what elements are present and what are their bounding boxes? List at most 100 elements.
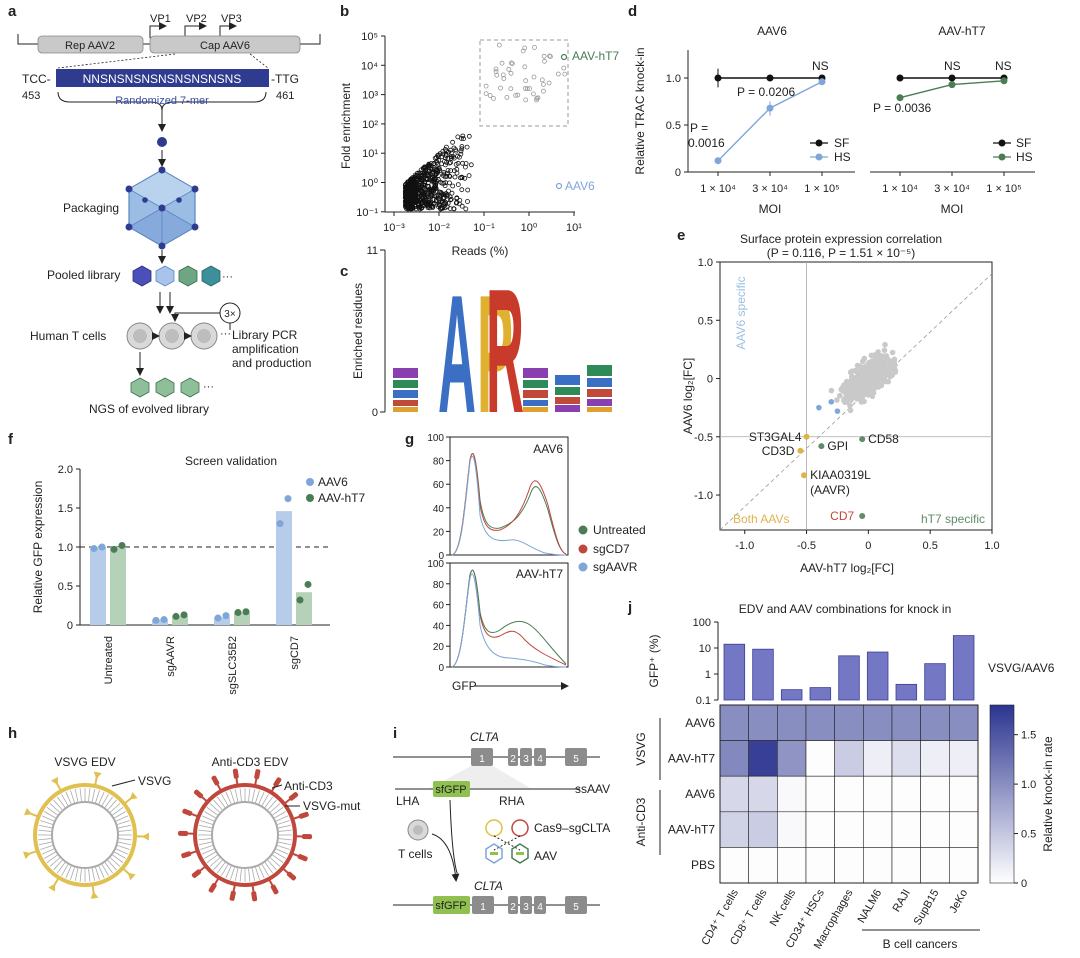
j-row-label: AAV-hT7 xyxy=(668,823,715,837)
j-heat-cell xyxy=(949,847,979,884)
e-aav6-point xyxy=(834,408,841,414)
e-point xyxy=(858,364,864,370)
e-xtick-label: 1.0 xyxy=(984,540,999,552)
e-gene-label: CD58 xyxy=(868,432,899,446)
b-xtick-label: 10⁻¹ xyxy=(473,222,495,234)
b-point xyxy=(422,192,427,198)
edv-lipid xyxy=(109,803,121,813)
edv-lipid xyxy=(198,838,212,841)
edv-core xyxy=(51,801,119,869)
edv-lipid xyxy=(264,796,273,808)
panel-f: f Screen validation 2.0 1.5 1.0 0.5 0 Untrea… xyxy=(8,431,365,695)
e-gene-label: ST3GAL4 xyxy=(749,430,802,444)
i-exon-1b: 1 xyxy=(480,902,486,913)
e-point xyxy=(862,372,868,379)
b-enriched-point xyxy=(539,77,545,83)
g-bottom-curves xyxy=(451,569,567,668)
d-y-ticks: 1.0 0.5 0 xyxy=(666,73,688,179)
j-heat-cell xyxy=(834,811,864,848)
c-ytop: 11 xyxy=(367,245,378,257)
j-heat-cell xyxy=(834,704,864,741)
b-point xyxy=(463,161,469,166)
edv-spike-head xyxy=(288,792,299,801)
edv-lipid xyxy=(57,796,66,808)
edv-lipid xyxy=(209,857,221,867)
edv-lipid xyxy=(255,790,260,803)
d-legend-hs-2: HS xyxy=(1016,150,1033,164)
b-enriched-point xyxy=(483,91,489,96)
j-heat-cell xyxy=(834,847,864,884)
d-point xyxy=(766,74,774,82)
panel-d: d AAV6 AAV-hT7 1.00.50 1 × 10⁴ 3 × 10⁴ 1 ×… xyxy=(628,3,1035,216)
d-ytick-label: 0.5 xyxy=(666,120,681,132)
b-point xyxy=(422,173,428,179)
b-point xyxy=(441,180,447,186)
b-point xyxy=(459,187,465,193)
b-point xyxy=(441,171,447,177)
b-point xyxy=(415,187,421,192)
j-heat-cell xyxy=(949,704,979,741)
j-heat-cell xyxy=(920,811,950,848)
edv-spike-head xyxy=(297,854,308,862)
b-point xyxy=(429,187,435,193)
b-point xyxy=(417,178,423,184)
c-letter-a: A xyxy=(438,260,476,448)
d-xlabel-right: MOI xyxy=(941,202,964,216)
evolved-ellipsis: ··· xyxy=(203,381,214,393)
b-ytick-label: 10¹ xyxy=(362,148,378,160)
d-p2a: P = xyxy=(690,121,708,135)
panel-letter-g: g xyxy=(405,431,414,448)
i-exons-top xyxy=(471,748,587,766)
edv-lipid xyxy=(114,811,126,819)
edv-lipid xyxy=(79,868,82,882)
edv-lipid xyxy=(201,848,215,855)
b-highlight-box xyxy=(479,39,569,127)
d-point xyxy=(948,81,956,89)
j-heat-cell xyxy=(920,740,950,777)
e-point-cloud xyxy=(816,341,899,414)
b-point xyxy=(408,190,413,196)
edv-lipid xyxy=(230,790,235,803)
edv-lipid xyxy=(79,788,82,802)
edv-lipid xyxy=(88,868,91,882)
j-heat-cell xyxy=(863,740,893,777)
e-point xyxy=(855,376,861,383)
b-enriched-point xyxy=(491,96,496,101)
edv-lipid xyxy=(213,799,223,811)
e-gene-label-aavr: (AAVR) xyxy=(810,483,850,497)
b-xlabel: Reads (%) xyxy=(452,244,509,258)
b-point xyxy=(448,197,453,203)
b-enriched-point xyxy=(508,70,514,76)
e-point xyxy=(875,349,881,355)
b-enriched-point xyxy=(498,85,503,91)
edv-lipid xyxy=(49,857,61,867)
b-point xyxy=(447,180,452,186)
j-heat-cell xyxy=(920,847,950,884)
g-legend-sgcd7: sgCD7 xyxy=(593,542,630,556)
j-column-label: JeKo xyxy=(947,888,970,916)
edv-lipid xyxy=(255,867,260,880)
b-enriched-point xyxy=(499,60,505,66)
e-point xyxy=(849,386,856,393)
j-bars xyxy=(723,635,975,701)
j-group-vsvg: VSVG xyxy=(634,732,648,765)
edv-lipid xyxy=(251,788,256,802)
d-legend-right: SF HS xyxy=(993,136,1033,164)
rep-aav2-gene xyxy=(37,35,144,54)
edv-spike-head xyxy=(178,830,189,836)
d-point xyxy=(948,74,956,82)
b-ytick-label: 10³ xyxy=(362,90,378,102)
b-point xyxy=(409,182,415,188)
b-ytick-label: 10⁴ xyxy=(361,60,378,72)
c-letter-p: P xyxy=(477,260,513,448)
rep-label: Rep AAV2 xyxy=(65,40,115,52)
i-lha: LHA xyxy=(396,794,419,808)
d-p2b: 0.0016 xyxy=(688,136,725,150)
edv-spike-head xyxy=(211,775,220,786)
g-ytick-label: 40 xyxy=(433,504,445,515)
evolved-library-icons xyxy=(130,377,200,398)
vp2-label: VP2 xyxy=(186,13,207,25)
edv-lipid xyxy=(112,854,124,863)
b-point xyxy=(418,205,424,211)
e-point xyxy=(851,381,857,387)
